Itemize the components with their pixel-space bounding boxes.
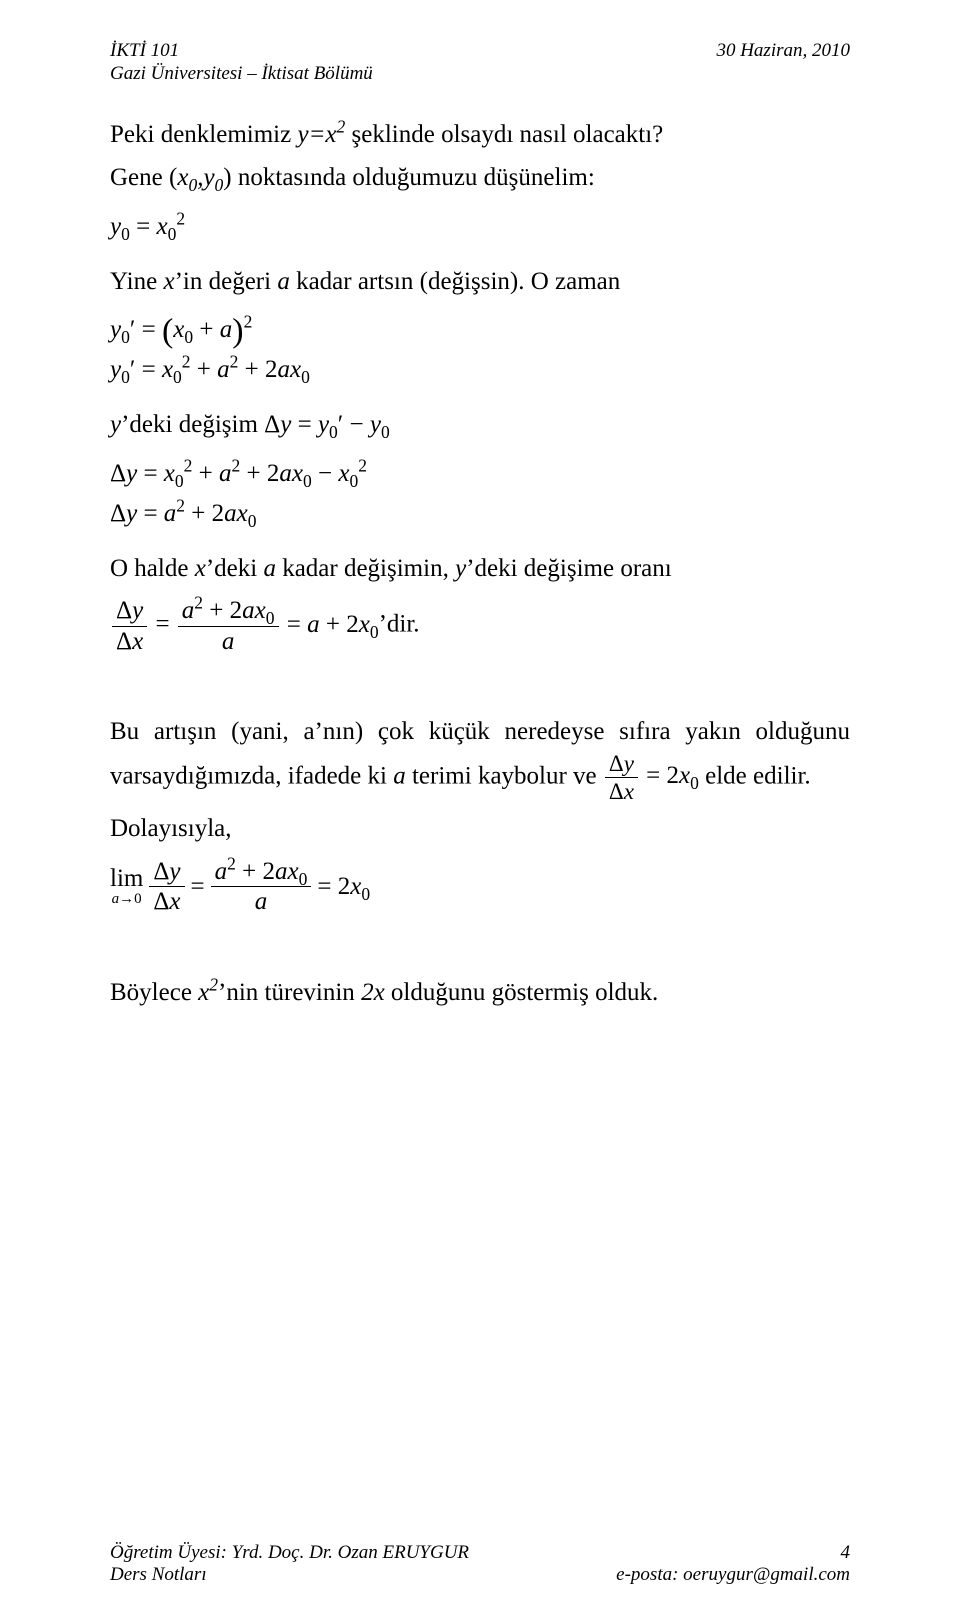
fraction-denominator: Δx	[112, 627, 147, 656]
inline-eq: a	[393, 762, 406, 789]
text-run: ’deki	[206, 555, 264, 582]
paragraph-5: O halde x’deki a kadar değişimin, y’deki…	[110, 550, 850, 588]
document-body: Peki denklemimiz y=x2 şeklinde olsaydı n…	[110, 116, 850, 1012]
email-line: e-posta: oeruygur@gmail.com	[616, 1564, 850, 1586]
text-run: ’in değeri	[175, 268, 278, 295]
fraction-numerator: Δy	[605, 751, 638, 778]
fraction-dy-dx: Δy Δx	[149, 858, 184, 916]
text-run: ’deki değişime oranı	[466, 555, 672, 582]
text-run: ’nin türevinin	[218, 979, 361, 1006]
inline-eq: Δy = y0′ − y0	[264, 411, 390, 438]
equation-y0-x0sq: y0 = x02	[110, 207, 850, 247]
fraction-dy-dx: Δy Δx	[112, 597, 147, 655]
inline-eq: x2	[198, 979, 218, 1006]
fraction-denominator: a	[178, 627, 279, 656]
paragraph-6: Bu artışın (yani, a’nın) çok küçük nered…	[110, 713, 850, 804]
inline-eq: 2x	[361, 979, 385, 1006]
lim-text: lim	[110, 866, 143, 891]
equation-delta-y: Δy = x02 + a2 + 2ax0 − x02 Δy = a2 + 2ax…	[110, 454, 850, 534]
text-run: terimi kaybolur ve	[406, 762, 603, 789]
paragraph-3: Yine x’in değeri a kadar artsın (değişsi…	[110, 263, 850, 301]
header-left: İKTİ 101 Gazi Üniversitesi – İktisat Böl…	[110, 40, 373, 86]
inline-eq: y	[455, 555, 466, 582]
lim-subscript: a→0	[110, 892, 143, 907]
footer-left: Öğretim Üyesi: Yrd. Doç. Dr. Ozan ERUYGU…	[110, 1542, 469, 1586]
page-number: 4	[616, 1542, 850, 1564]
page-footer: Öğretim Üyesi: Yrd. Doç. Dr. Ozan ERUYGU…	[110, 1542, 850, 1586]
document-date: 30 Haziran, 2010	[716, 40, 850, 63]
paren-right: )	[232, 312, 243, 349]
fraction-denominator: a	[211, 887, 312, 916]
fraction-numerator: a2 + 2ax0	[178, 597, 279, 627]
inline-eq: = 2x0	[646, 762, 699, 789]
eq-line: Δy = a2 + 2ax0	[110, 494, 850, 534]
text-run: Gene (	[110, 164, 177, 191]
text-run: Yine	[110, 268, 163, 295]
fraction-dy-dx-inline: Δy Δx	[605, 751, 638, 805]
fraction-expansion: a2 + 2ax0 a	[178, 597, 279, 655]
eq-line: y0′ = x02 + a2 + 2ax0	[110, 350, 850, 390]
text-run: olduğunu göstermiş olduk.	[385, 979, 659, 1006]
equation-limit: lim a→0 Δy Δx = a2 + 2ax0 a = 2x0	[110, 858, 850, 916]
fraction-denominator: Δx	[149, 887, 184, 916]
inline-eq: y=x	[297, 121, 336, 148]
equation-ratio: Δy Δx = a2 + 2ax0 a = a + 2x0’dir.	[110, 597, 850, 655]
text-run: ) noktasında olduğumuzu düşünelim:	[223, 164, 594, 191]
inline-eq: x	[195, 555, 206, 582]
inline-eq: a	[277, 268, 290, 295]
eq-line: y0′ = (x0 + a)2	[110, 310, 850, 350]
fraction-numerator: Δy	[112, 597, 147, 627]
header-right: 30 Haziran, 2010	[716, 40, 850, 86]
page-header: İKTİ 101 Gazi Üniversitesi – İktisat Böl…	[110, 40, 850, 86]
spacer	[110, 671, 850, 713]
limit-operator: lim a→0	[110, 866, 143, 907]
document-page: İKTİ 101 Gazi Üniversitesi – İktisat Böl…	[0, 0, 960, 1620]
text-run: ’dir.	[379, 611, 420, 638]
inline-eq: x	[163, 268, 174, 295]
fraction-expansion: a2 + 2ax0 a	[211, 858, 312, 916]
course-code: İKTİ 101	[110, 40, 373, 63]
superscript: 2	[337, 116, 346, 136]
footer-right: 4 e-posta: oeruygur@gmail.com	[616, 1542, 850, 1586]
paragraph-7: Dolayısıyla,	[110, 810, 850, 848]
paren-left: (	[162, 312, 173, 349]
text-run: O halde	[110, 555, 195, 582]
limit-expression: lim a→0 Δy Δx = a2 + 2ax0 a = 2x0	[110, 858, 370, 916]
paragraph-4: y’deki değişim Δy = y0′ − y0	[110, 406, 850, 444]
department: Gazi Üniversitesi – İktisat Bölümü	[110, 63, 373, 86]
spacer	[110, 932, 850, 974]
paragraph-1: Peki denklemimiz y=x2 şeklinde olsaydı n…	[110, 116, 850, 154]
eq-tail: = a + 2x0	[287, 611, 379, 638]
text-run: ’deki değişim	[121, 411, 264, 438]
text-run: elde edilir.	[699, 762, 811, 789]
paragraph-2: Gene (x0,y0) noktasında olduğumuzu düşün…	[110, 159, 850, 197]
eq-line: Δy = x02 + a2 + 2ax0 − x02	[110, 454, 850, 494]
text-run: Böylece	[110, 979, 198, 1006]
inline-eq: y	[110, 411, 121, 438]
eq-tail: = 2x0	[317, 867, 370, 907]
text-run: şeklinde olsaydı nasıl olacaktı?	[345, 121, 663, 148]
equation-y0prime-expand: y0′ = (x0 + a)2 y0′ = x02 + a2 + 2ax0	[110, 310, 850, 390]
text-run: kadar artsın (değişsin). O zaman	[290, 268, 620, 295]
inline-eq: a	[263, 555, 276, 582]
instructor-line: Öğretim Üyesi: Yrd. Doç. Dr. Ozan ERUYGU…	[110, 1542, 469, 1564]
notes-label: Ders Notları	[110, 1564, 469, 1586]
fraction-denominator: Δx	[605, 778, 638, 804]
fraction-numerator: a2 + 2ax0	[211, 858, 312, 888]
paragraph-8: Böylece x2’nin türevinin 2x olduğunu gös…	[110, 974, 850, 1012]
text-run: kadar değişimin,	[276, 555, 455, 582]
inline-eq: x0,y0	[177, 164, 223, 191]
text-run: Peki denklemimiz	[110, 121, 297, 148]
fraction-numerator: Δy	[149, 858, 184, 888]
